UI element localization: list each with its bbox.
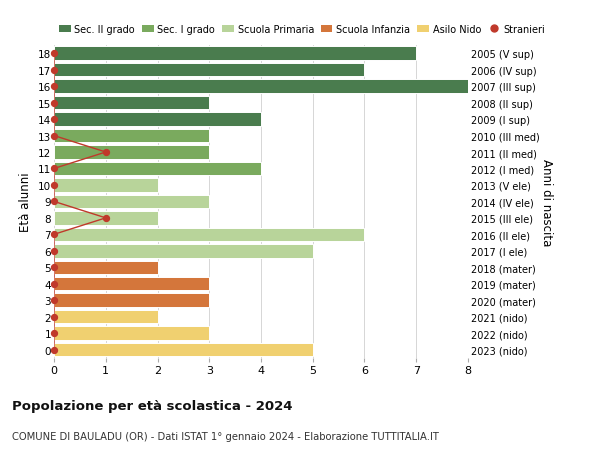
- Bar: [54, 162, 261, 176]
- Point: [49, 297, 59, 304]
- Bar: [54, 277, 209, 291]
- Point: [49, 198, 59, 206]
- Bar: [54, 294, 209, 307]
- Point: [49, 264, 59, 271]
- Text: Popolazione per età scolastica - 2024: Popolazione per età scolastica - 2024: [12, 399, 293, 412]
- Point: [49, 330, 59, 337]
- Point: [101, 215, 110, 222]
- Bar: [54, 97, 209, 110]
- Point: [49, 280, 59, 288]
- Bar: [54, 228, 364, 241]
- Point: [49, 133, 59, 140]
- Bar: [54, 80, 468, 94]
- Bar: [54, 129, 209, 143]
- Point: [49, 231, 59, 239]
- Point: [49, 116, 59, 123]
- Bar: [54, 261, 157, 274]
- Bar: [54, 146, 209, 159]
- Bar: [54, 47, 416, 61]
- Point: [49, 67, 59, 74]
- Legend: Sec. II grado, Sec. I grado, Scuola Primaria, Scuola Infanzia, Asilo Nido, Stran: Sec. II grado, Sec. I grado, Scuola Prim…: [59, 25, 545, 35]
- Point: [49, 100, 59, 107]
- Point: [49, 50, 59, 58]
- Bar: [54, 64, 364, 77]
- Point: [101, 149, 110, 157]
- Bar: [54, 327, 209, 340]
- Bar: [54, 310, 157, 324]
- Point: [49, 182, 59, 189]
- Bar: [54, 343, 313, 357]
- Y-axis label: Anni di nascita: Anni di nascita: [541, 158, 553, 246]
- Bar: [54, 245, 313, 258]
- Point: [49, 165, 59, 173]
- Point: [49, 346, 59, 353]
- Bar: [54, 195, 209, 209]
- Point: [49, 83, 59, 90]
- Bar: [54, 113, 261, 127]
- Bar: [54, 179, 157, 192]
- Text: COMUNE DI BAULADU (OR) - Dati ISTAT 1° gennaio 2024 - Elaborazione TUTTITALIA.IT: COMUNE DI BAULADU (OR) - Dati ISTAT 1° g…: [12, 431, 439, 442]
- Point: [49, 313, 59, 321]
- Point: [49, 247, 59, 255]
- Y-axis label: Età alunni: Età alunni: [19, 172, 32, 232]
- Bar: [54, 212, 157, 225]
